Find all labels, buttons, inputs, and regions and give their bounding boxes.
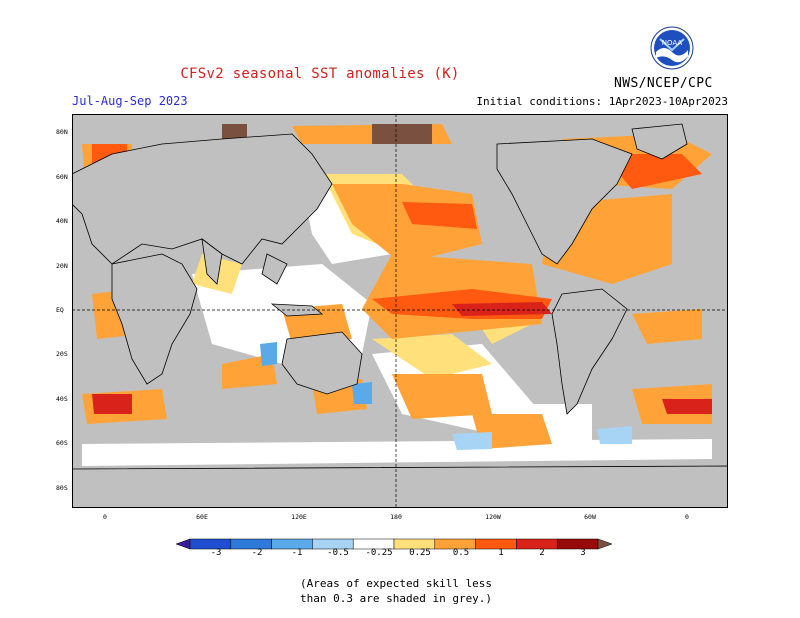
lat-label: 80N: [56, 128, 68, 136]
legend-tick: 2: [539, 548, 545, 558]
legend-tick: 3: [580, 548, 586, 558]
lon-label: 60W: [584, 513, 596, 521]
legend-tick: -0.5: [327, 548, 349, 558]
lat-label: 60N: [56, 173, 68, 181]
legend-tick: -1: [291, 548, 303, 558]
map-title: CFSv2 seasonal SST anomalies (K): [180, 66, 460, 82]
legend-tick: -2: [251, 548, 263, 558]
lat-label: 20N: [56, 262, 68, 270]
noaa-logo: NOAA: [650, 26, 694, 70]
lon-label: 60E: [196, 513, 208, 521]
lon-label: 0: [685, 513, 689, 521]
lon-label: 120E: [291, 513, 307, 521]
lat-label: 60S: [56, 439, 68, 447]
forecast-period: Jul-Aug-Sep 2023: [72, 94, 188, 108]
sst-anomaly-map: [72, 114, 728, 508]
continents: [72, 123, 728, 508]
skill-note-line-2: than 0.3 are shaded in grey.): [300, 592, 493, 605]
logo-text: NOAA: [662, 39, 683, 47]
initial-conditions: Initial conditions: 1Apr2023-10Apr2023: [476, 95, 728, 108]
lat-label: 20S: [56, 350, 68, 358]
legend-tick: 0.5: [452, 548, 470, 558]
skill-note-line-1: (Areas of expected skill less: [300, 577, 493, 590]
legend-swatch: [597, 538, 613, 550]
lon-label: 120W: [485, 513, 501, 521]
legend-tick: -3: [210, 548, 222, 558]
lat-label: 40S: [56, 395, 68, 403]
legend-swatch: [176, 538, 191, 550]
legend-tick: 1: [498, 548, 504, 558]
legend-tick: 0.25: [409, 548, 431, 558]
agency-label: NWS/NCEP/CPC: [614, 76, 713, 91]
color-legend: [176, 538, 613, 550]
lon-label: 0: [103, 513, 107, 521]
legend-tick: -0.25: [365, 548, 393, 558]
lat-label: EQ: [56, 306, 64, 314]
lat-label: 40N: [56, 217, 68, 225]
skill-note: (Areas of expected skill less than 0.3 a…: [300, 576, 580, 606]
lon-label: 180: [390, 513, 402, 521]
lat-label: 80S: [56, 484, 68, 492]
